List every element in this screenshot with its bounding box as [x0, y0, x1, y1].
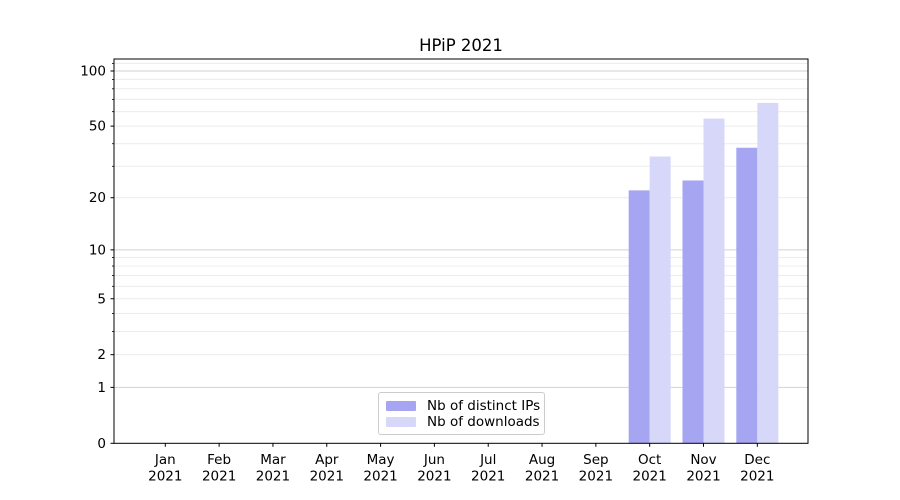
bar-distinct-ips-nov — [682, 180, 704, 444]
bar-downloads-oct — [649, 156, 671, 444]
legend-swatch-distinct-ips — [386, 401, 416, 411]
y-tick-label: 0 — [97, 436, 106, 452]
plot-border — [113, 58, 809, 444]
bar-distinct-ips-oct — [628, 190, 650, 444]
legend: Nb of distinct IPs Nb of downloads — [378, 392, 545, 435]
bar-distinct-ips-dec — [736, 147, 758, 444]
x-tick-label: Oct 2021 — [633, 452, 667, 485]
x-tick-label: May 2021 — [363, 452, 397, 485]
x-tick-label: Jun 2021 — [417, 452, 451, 485]
x-tick-label: Sep 2021 — [579, 452, 613, 485]
y-tick-label: 1 — [97, 380, 106, 396]
y-tick-label: 2 — [97, 347, 106, 363]
y-tick-label: 20 — [89, 190, 106, 206]
chart-title: HPiP 2021 — [419, 36, 503, 55]
legend-swatch-downloads — [386, 417, 416, 427]
legend-label-distinct-ips: Nb of distinct IPs — [427, 398, 541, 414]
y-tick-label: 10 — [89, 242, 106, 258]
y-tick-label: 100 — [80, 63, 106, 79]
y-tick-label: 5 — [97, 291, 106, 307]
x-tick-label: Dec 2021 — [740, 452, 774, 485]
x-tick-label: Feb 2021 — [202, 452, 236, 485]
x-tick-label: Jul 2021 — [471, 452, 505, 485]
x-tick-label: Jan 2021 — [148, 452, 182, 485]
x-tick-label: Aug 2021 — [525, 452, 559, 485]
bar-downloads-dec — [757, 102, 779, 444]
legend-item-distinct-ips: Nb of distinct IPs — [386, 398, 540, 414]
x-tick-label: Mar 2021 — [256, 452, 290, 485]
y-tick-label: 50 — [89, 119, 106, 135]
bar-downloads-nov — [703, 118, 725, 444]
legend-item-downloads: Nb of downloads — [386, 414, 540, 430]
legend-label-downloads: Nb of downloads — [427, 414, 540, 430]
x-tick-label: Nov 2021 — [686, 452, 720, 485]
x-tick-label: Apr 2021 — [310, 452, 344, 485]
